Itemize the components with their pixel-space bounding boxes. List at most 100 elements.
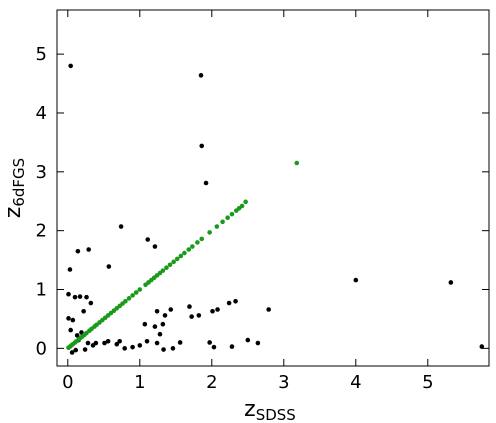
point xyxy=(162,313,168,318)
point xyxy=(68,63,73,69)
point xyxy=(199,236,205,242)
point xyxy=(105,338,111,344)
y-tick-label: 2 xyxy=(36,221,47,242)
point xyxy=(86,247,91,252)
point xyxy=(137,343,143,348)
point xyxy=(167,262,173,268)
point xyxy=(137,287,143,292)
point xyxy=(226,300,232,306)
point xyxy=(73,347,79,353)
point xyxy=(152,244,158,249)
point xyxy=(85,340,91,346)
point xyxy=(182,250,187,256)
point xyxy=(174,256,180,262)
y-axis-label: z6dFGS xyxy=(1,158,28,218)
plot-frame xyxy=(56,9,490,367)
point xyxy=(177,340,183,345)
point xyxy=(243,199,248,205)
point xyxy=(266,307,271,312)
point xyxy=(207,340,212,345)
x-tick-label: 5 xyxy=(422,372,433,393)
point xyxy=(66,316,71,321)
point xyxy=(170,346,176,351)
point xyxy=(215,307,220,312)
point xyxy=(203,180,209,186)
point xyxy=(82,347,88,352)
point xyxy=(211,344,217,350)
point xyxy=(353,277,359,283)
point xyxy=(245,337,251,343)
point xyxy=(67,267,73,272)
point xyxy=(118,224,124,229)
point xyxy=(133,290,139,295)
y-tick-label: 4 xyxy=(36,103,47,124)
point xyxy=(160,321,166,327)
point xyxy=(186,247,192,252)
x-label-sub: SDSS xyxy=(256,406,296,423)
point xyxy=(255,340,261,346)
point xyxy=(154,340,160,346)
point xyxy=(220,219,225,225)
point xyxy=(72,294,78,300)
point xyxy=(294,160,300,166)
point xyxy=(214,224,220,229)
x-tick-label: 1 xyxy=(134,372,145,393)
x-label-main: z xyxy=(244,397,256,422)
point xyxy=(68,327,73,333)
x-tick-label: 3 xyxy=(278,372,289,393)
y-tick-label: 1 xyxy=(36,280,47,301)
point xyxy=(123,298,128,304)
point xyxy=(84,294,89,300)
x-tick-label: 0 xyxy=(62,372,73,393)
point xyxy=(157,331,163,337)
point xyxy=(195,240,200,245)
point xyxy=(81,308,86,314)
y-tick-label: 0 xyxy=(36,338,47,359)
point xyxy=(69,350,75,355)
point xyxy=(145,237,151,242)
point xyxy=(168,307,174,312)
point xyxy=(164,265,169,271)
point xyxy=(114,341,120,347)
point xyxy=(190,244,195,249)
point xyxy=(74,333,80,338)
point xyxy=(207,230,212,235)
point xyxy=(479,344,485,349)
point xyxy=(66,291,71,297)
point xyxy=(239,203,245,209)
point xyxy=(196,313,202,318)
point xyxy=(102,340,107,346)
point xyxy=(229,344,235,349)
point xyxy=(122,346,127,351)
y-tick-label: 3 xyxy=(36,162,47,183)
point xyxy=(70,317,76,323)
point xyxy=(187,304,192,309)
point xyxy=(178,253,184,259)
point xyxy=(189,314,194,319)
x-axis-label: zSDSS xyxy=(244,397,296,423)
point xyxy=(160,268,166,273)
point xyxy=(130,344,135,350)
point xyxy=(126,296,132,301)
point xyxy=(106,264,112,269)
point xyxy=(229,211,235,217)
point xyxy=(142,321,148,327)
point xyxy=(144,338,150,344)
point xyxy=(210,308,215,314)
point xyxy=(233,298,238,304)
point xyxy=(75,248,81,254)
point xyxy=(161,347,166,352)
point xyxy=(88,300,94,306)
point xyxy=(77,294,83,299)
y-tick-label: 5 xyxy=(36,44,47,65)
point xyxy=(154,308,160,314)
point xyxy=(152,324,158,329)
point xyxy=(448,280,454,285)
point xyxy=(198,73,204,78)
x-tick-label: 4 xyxy=(350,372,361,393)
point xyxy=(225,215,230,221)
point xyxy=(199,143,205,149)
x-tick-label: 2 xyxy=(206,372,217,393)
y-label-sub: 6dFGS xyxy=(10,158,28,207)
